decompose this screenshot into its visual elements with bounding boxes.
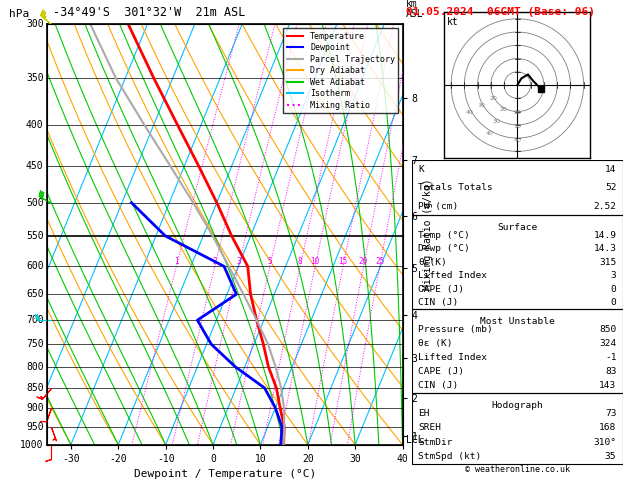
Text: 0: 0 xyxy=(611,298,616,307)
Text: 20: 20 xyxy=(359,257,368,266)
Text: 3: 3 xyxy=(611,271,616,280)
Text: 14.9: 14.9 xyxy=(593,231,616,240)
Text: CAPE (J): CAPE (J) xyxy=(418,367,464,376)
Text: θε(K): θε(K) xyxy=(418,258,447,267)
Text: 310°: 310° xyxy=(593,438,616,447)
Text: 350: 350 xyxy=(26,73,43,83)
Text: © weatheronline.co.uk: © weatheronline.co.uk xyxy=(465,466,570,474)
Text: Surface: Surface xyxy=(498,223,537,232)
Text: 1: 1 xyxy=(174,257,179,266)
Text: 0: 0 xyxy=(611,285,616,294)
Text: 950: 950 xyxy=(26,422,43,432)
Text: 5: 5 xyxy=(267,257,272,266)
Text: 30: 30 xyxy=(477,104,485,108)
Text: 3: 3 xyxy=(237,257,241,266)
Text: -34°49'S  301°32'W  21m ASL: -34°49'S 301°32'W 21m ASL xyxy=(53,6,246,19)
Text: 1000: 1000 xyxy=(20,440,43,450)
Text: 143: 143 xyxy=(599,381,616,390)
Text: 550: 550 xyxy=(26,231,43,241)
Text: 15: 15 xyxy=(338,257,348,266)
Text: 850: 850 xyxy=(26,383,43,393)
Text: 14.3: 14.3 xyxy=(593,244,616,253)
Text: Most Unstable: Most Unstable xyxy=(480,317,555,327)
Text: θε (K): θε (K) xyxy=(418,339,453,348)
Text: StmDir: StmDir xyxy=(418,438,453,447)
Text: 20: 20 xyxy=(489,96,497,102)
Text: 40: 40 xyxy=(486,131,494,136)
Text: CIN (J): CIN (J) xyxy=(418,381,459,390)
Text: hPa: hPa xyxy=(9,9,30,19)
Text: 168: 168 xyxy=(599,423,616,433)
X-axis label: Dewpoint / Temperature (°C): Dewpoint / Temperature (°C) xyxy=(134,469,316,479)
Text: 700: 700 xyxy=(26,315,43,325)
Text: 14: 14 xyxy=(605,165,616,174)
Text: 20: 20 xyxy=(499,106,508,112)
Bar xyxy=(412,393,623,464)
Text: 10: 10 xyxy=(311,257,320,266)
Text: 30: 30 xyxy=(513,124,521,129)
Bar xyxy=(412,215,623,310)
Text: 900: 900 xyxy=(26,403,43,413)
Bar xyxy=(412,310,623,393)
Text: 40: 40 xyxy=(513,138,521,143)
Text: kt: kt xyxy=(447,17,459,27)
Text: K: K xyxy=(418,165,424,174)
Bar xyxy=(412,160,623,215)
Text: CAPE (J): CAPE (J) xyxy=(418,285,464,294)
Text: 800: 800 xyxy=(26,362,43,372)
Text: -1: -1 xyxy=(605,353,616,362)
Text: 40: 40 xyxy=(465,110,473,115)
Y-axis label: Mixing Ratio (g/kg): Mixing Ratio (g/kg) xyxy=(423,179,433,290)
Text: Lifted Index: Lifted Index xyxy=(418,353,487,362)
Text: 01.05.2024  06GMT (Base: 06): 01.05.2024 06GMT (Base: 06) xyxy=(406,7,594,17)
Text: 400: 400 xyxy=(26,120,43,130)
Text: 25: 25 xyxy=(375,257,384,266)
Text: 324: 324 xyxy=(599,339,616,348)
Text: 20: 20 xyxy=(513,110,521,115)
Text: 30: 30 xyxy=(493,119,501,124)
Text: Temp (°C): Temp (°C) xyxy=(418,231,470,240)
Text: 2.52: 2.52 xyxy=(593,202,616,211)
Text: CIN (J): CIN (J) xyxy=(418,298,459,307)
Text: Hodograph: Hodograph xyxy=(491,401,543,410)
Text: 83: 83 xyxy=(605,367,616,376)
Text: Dewp (°C): Dewp (°C) xyxy=(418,244,470,253)
Text: 315: 315 xyxy=(599,258,616,267)
Text: PW (cm): PW (cm) xyxy=(418,202,459,211)
Text: StmSpd (kt): StmSpd (kt) xyxy=(418,452,482,461)
Text: LCL: LCL xyxy=(406,434,424,445)
Text: 2: 2 xyxy=(213,257,217,266)
Text: Lifted Index: Lifted Index xyxy=(418,271,487,280)
Text: 850: 850 xyxy=(599,325,616,334)
Text: 8: 8 xyxy=(298,257,303,266)
Text: Totals Totals: Totals Totals xyxy=(418,183,493,192)
Text: Pressure (mb): Pressure (mb) xyxy=(418,325,493,334)
Text: 750: 750 xyxy=(26,339,43,349)
Text: km
ASL: km ASL xyxy=(406,0,423,19)
Text: 450: 450 xyxy=(26,161,43,171)
Text: EH: EH xyxy=(418,409,430,418)
Text: 73: 73 xyxy=(605,409,616,418)
Text: 35: 35 xyxy=(605,452,616,461)
Text: 300: 300 xyxy=(26,19,43,29)
Text: 500: 500 xyxy=(26,198,43,208)
Text: 650: 650 xyxy=(26,289,43,299)
Text: 52: 52 xyxy=(605,183,616,192)
Legend: Temperature, Dewpoint, Parcel Trajectory, Dry Adiabat, Wet Adiabat, Isotherm, Mi: Temperature, Dewpoint, Parcel Trajectory… xyxy=(284,29,398,113)
Text: SREH: SREH xyxy=(418,423,442,433)
Text: 600: 600 xyxy=(26,261,43,271)
